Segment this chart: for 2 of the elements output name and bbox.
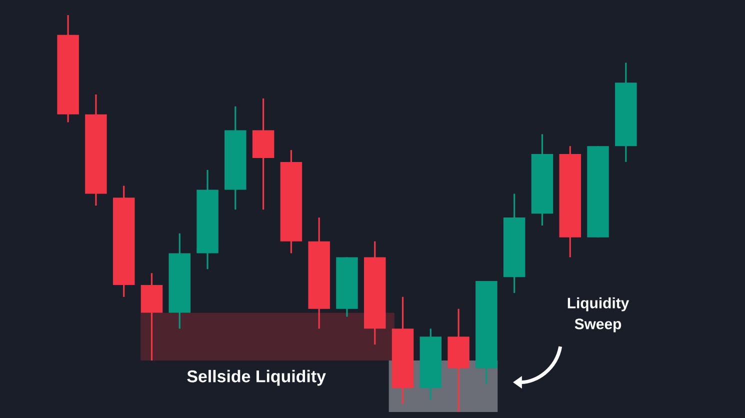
annotation: Liquidity Sweep xyxy=(568,297,630,332)
band-label: Sellside Liquidity xyxy=(187,370,326,386)
